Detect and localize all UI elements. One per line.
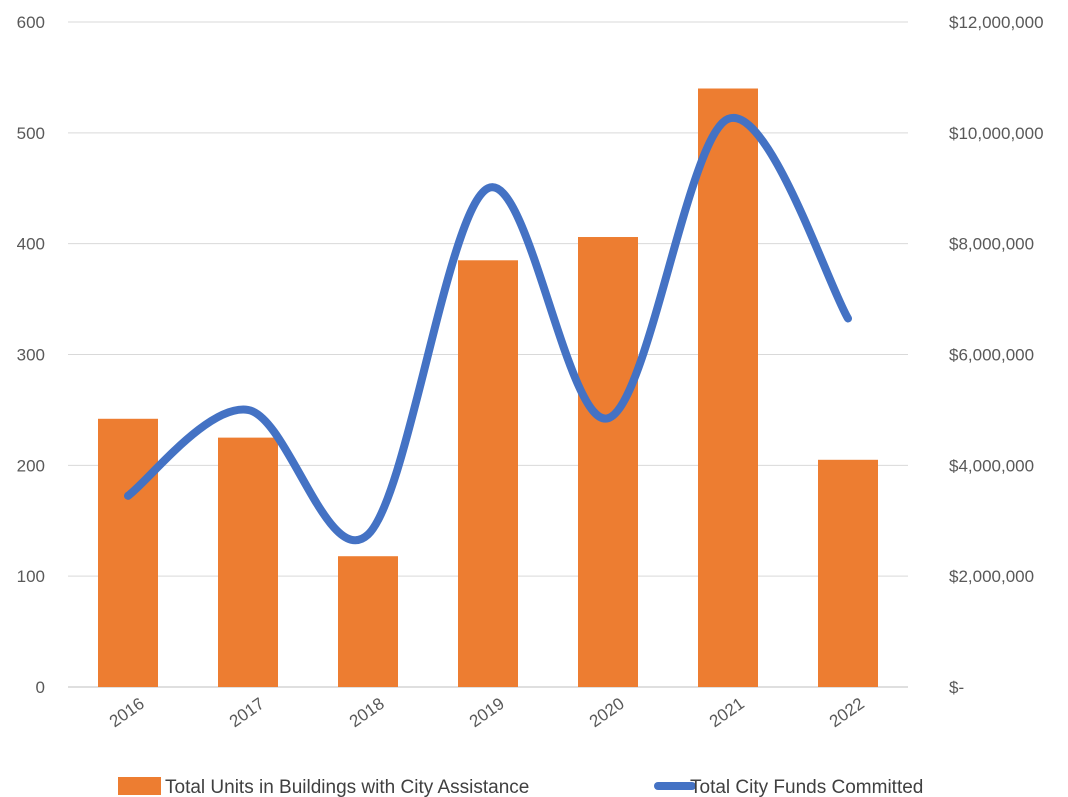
- right-axis-tick-label: $4,000,000: [949, 456, 1034, 475]
- funds-point-2018: [367, 534, 369, 536]
- x-axis-tick-label: 2022: [826, 694, 868, 731]
- funds-point-2022: [847, 317, 849, 319]
- right-axis-tick-label: $6,000,000: [949, 346, 1034, 365]
- funds-point-2017: [247, 409, 249, 411]
- left-axis-ticks: 0 100 200 300 400 500 600: [17, 13, 45, 697]
- legend-label-funds: Total City Funds Committed: [690, 777, 923, 797]
- bar-series: [98, 88, 878, 687]
- bar-2019: [458, 260, 518, 687]
- left-axis-tick-label: 100: [17, 567, 45, 586]
- legend-swatch-units: [118, 777, 161, 795]
- right-axis-ticks: $- $2,000,000 $4,000,000 $6,000,000 $8,000,0…: [949, 13, 1044, 697]
- x-axis-tick-label: 2019: [466, 694, 508, 731]
- bar-2022: [818, 459, 878, 687]
- bar-2016: [98, 418, 158, 687]
- x-axis-tick-label: 2020: [586, 694, 628, 731]
- right-axis-tick-label: $2,000,000: [949, 567, 1034, 586]
- left-axis-tick-label: 500: [17, 124, 45, 143]
- left-axis-tick-label: 0: [36, 678, 45, 697]
- left-axis-tick-label: 300: [17, 346, 45, 365]
- right-axis-tick-label: $-: [949, 678, 964, 697]
- x-axis-tick-label: 2021: [706, 694, 748, 731]
- x-axis-tick-label: 2017: [226, 694, 268, 731]
- legend-label-units: Total Units in Buildings with City Assis…: [165, 777, 529, 797]
- x-axis-ticks: 2016 2017 2018 2019 2020 2021 2022: [106, 694, 868, 731]
- x-axis-tick-label: 2016: [106, 694, 148, 731]
- bar-2018: [338, 556, 398, 687]
- bar-2020: [578, 237, 638, 687]
- line-series: [124, 114, 852, 545]
- bar-2021: [698, 88, 758, 687]
- right-axis-tick-label: $12,000,000: [949, 13, 1044, 32]
- right-axis-tick-label: $10,000,000: [949, 124, 1044, 143]
- legend: Total Units in Buildings with City Assis…: [118, 777, 923, 797]
- funds-point-2019: [487, 187, 489, 189]
- x-axis-tick-label: 2018: [346, 694, 388, 731]
- left-axis-tick-label: 400: [17, 235, 45, 254]
- funds-point-2020: [607, 417, 609, 419]
- left-axis-tick-label: 600: [17, 13, 45, 32]
- funds-point-2021: [727, 118, 729, 120]
- bar-2017: [218, 437, 278, 687]
- right-axis-tick-label: $8,000,000: [949, 235, 1034, 254]
- left-axis-tick-label: 200: [17, 456, 45, 475]
- funds-point-2016: [127, 495, 129, 497]
